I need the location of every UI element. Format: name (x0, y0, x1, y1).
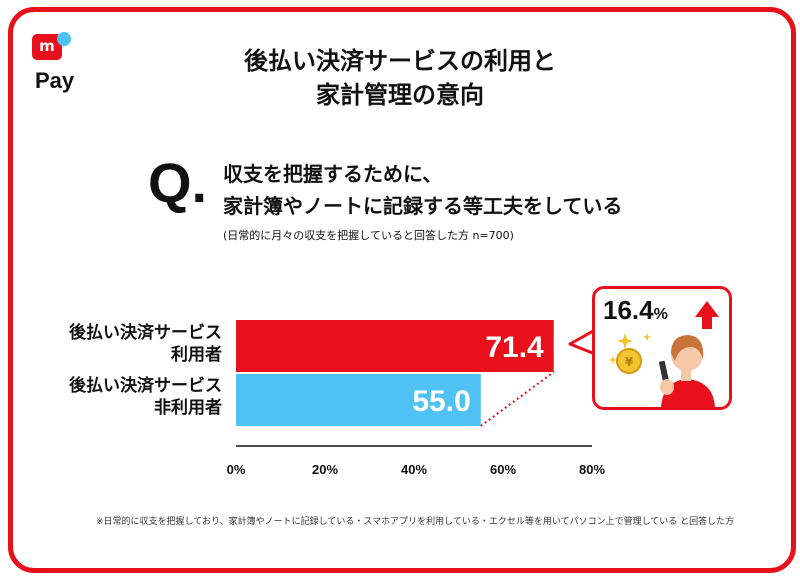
person-with-phone-icon (658, 335, 715, 407)
bar-value-label: 71.4 (485, 331, 544, 364)
difference-unit: % (653, 306, 668, 323)
difference-callout: 16.4% ¥ (592, 286, 732, 410)
x-tick-label: 20% (312, 462, 338, 477)
question-mark: Q. (148, 151, 208, 214)
x-tick-label: 0% (227, 462, 246, 477)
question-line-2: 家計簿やノートに記録する等工夫をしている (223, 194, 623, 218)
up-arrow-icon (695, 301, 719, 329)
callout-graphics: ¥ (608, 301, 719, 407)
card-frame (8, 7, 796, 573)
page-title: 後払い決済サービスの利用と 家計管理の意向 (150, 44, 650, 112)
svg-text:¥: ¥ (625, 355, 634, 369)
merpay-logo: m Pay (24, 28, 88, 96)
callout-pointer (568, 328, 596, 356)
x-tick-label: 60% (490, 462, 516, 477)
x-tick-label: 80% (579, 462, 605, 477)
title-line-1: 後払い決済サービスの利用と (244, 47, 556, 75)
category-label-users: 後払い決済サービス 利用者 (32, 322, 222, 366)
title-line-2: 家計管理の意向 (316, 81, 484, 109)
bar-1 (236, 374, 481, 426)
x-tick-label: 40% (401, 462, 427, 477)
category-label-line: 後払い決済サービス (69, 323, 222, 343)
category-label-nonusers: 後払い決済サービス 非利用者 (32, 375, 222, 419)
question-text: 収支を把握するために、 家計簿やノートに記録する等工夫をしている (223, 158, 622, 222)
difference-number: 16.4 (603, 295, 654, 325)
logo-mark: m (32, 34, 62, 60)
bar-0 (236, 320, 554, 372)
footnote: ※日常的に収支を把握しており、家計簿やノートに記録している・スマホアプリを利用し… (96, 517, 735, 527)
category-label-line: 非利用者 (154, 398, 222, 418)
logo-text: Pay (35, 68, 75, 93)
logo-dot (57, 32, 71, 46)
sparkle-icon (608, 333, 651, 365)
bar-value-label: 55.0 (412, 385, 470, 418)
question-line-1: 収支を把握するために、 (223, 162, 443, 186)
category-label-line: 利用者 (171, 345, 222, 365)
category-label-line: 後払い決済サービス (69, 376, 222, 396)
question-subtext: (日常的に月々の収支を把握していると回答した方 n=700) (223, 229, 514, 242)
difference-value: 16.4% (603, 295, 668, 326)
yen-coin-icon: ¥ (616, 348, 642, 374)
difference-connector (480, 371, 555, 427)
